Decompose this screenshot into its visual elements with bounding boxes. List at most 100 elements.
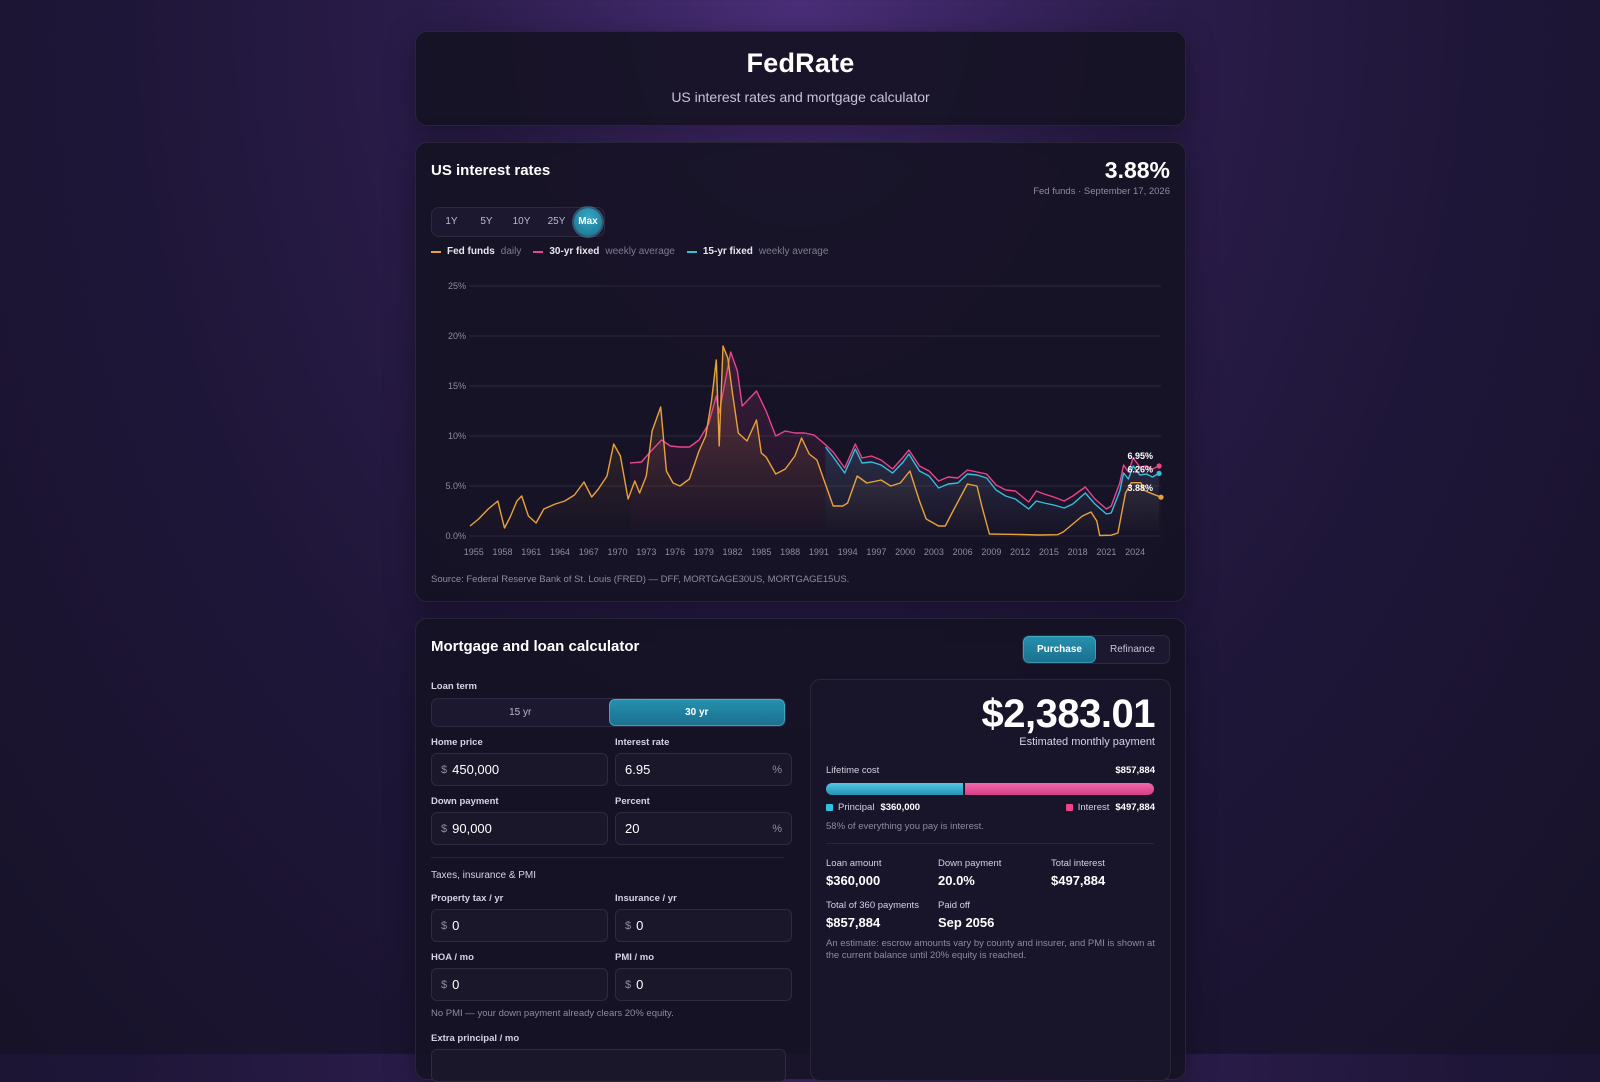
legend-swatch	[431, 250, 441, 253]
refinance-tab[interactable]: Refinance	[1109, 644, 1155, 655]
term-15yr-button[interactable]: 15 yr	[509, 707, 532, 718]
end-value-label: 6.26%	[1127, 464, 1153, 474]
currency-prefix: $	[625, 919, 632, 932]
x-tick-label: 1955	[464, 547, 484, 557]
chart-legend: Fed funds daily 30-yr fixed weekly avera…	[431, 246, 840, 257]
x-tick-label: 2015	[1039, 547, 1059, 557]
interest-swatch	[1065, 804, 1073, 811]
down-percent-value: 20	[625, 821, 640, 836]
pmi-input[interactable]: $ 0	[615, 968, 792, 1001]
down-percent-input[interactable]: 20 %	[615, 812, 792, 845]
legend-fed-funds[interactable]: Fed funds daily	[431, 246, 521, 257]
legend-note: weekly average	[758, 246, 829, 257]
down-payment-stat-label: Down payment	[938, 858, 1002, 869]
percent-suffix: %	[772, 763, 782, 776]
rates-chart[interactable]: 0.0% 5.0% 10% 15% 20% 25% 1955 1958 1961 1964 1967…	[416, 268, 1185, 568]
paid-off-value: Sep 2056	[938, 915, 995, 930]
monthly-payment-label: Estimated monthly payment	[1019, 736, 1155, 748]
currency-prefix: $	[441, 978, 448, 991]
x-tick-label: 1991	[809, 547, 829, 557]
hoa-label: HOA / mo	[431, 952, 474, 963]
percent-suffix: %	[772, 822, 782, 835]
down-payment-value: 90,000	[452, 821, 492, 836]
paid-off-label: Paid off	[938, 900, 971, 911]
x-tick-label: 2021	[1096, 547, 1116, 557]
insurance-input[interactable]: $ 0	[615, 909, 792, 942]
currency-prefix: $	[625, 978, 632, 991]
principal-segment	[826, 783, 963, 795]
x-tick-label: 2000	[895, 547, 915, 557]
x-tick-label: 1961	[521, 547, 541, 557]
mode-toggle: Purchase Refinance	[1021, 635, 1170, 664]
app-subtitle: US interest rates and mortgage calculato…	[671, 89, 930, 105]
legend-30yr[interactable]: 30-yr fixed weekly average	[533, 246, 675, 257]
interest-rate-label: Interest rate	[615, 737, 670, 748]
monthly-payment: $2,383.01	[981, 692, 1156, 736]
legend-15yr[interactable]: 15-yr fixed weekly average	[686, 246, 829, 257]
principal-value: $360,000	[880, 802, 921, 813]
lifetime-cost-row: Lifetime cost $857,884	[826, 765, 1155, 776]
x-tick-label: 1967	[579, 547, 599, 557]
x-tick-label: 1958	[493, 547, 513, 557]
property-tax-input[interactable]: $ 0	[431, 909, 608, 942]
property-tax-value: 0	[452, 918, 460, 933]
15-yr-fixed-line	[824, 446, 1160, 515]
y-tick-label: 15%	[448, 381, 466, 391]
down-payment-stat-value: 20.0%	[938, 873, 975, 888]
x-tick-label: 1973	[636, 547, 656, 557]
insurance-value: 0	[636, 918, 644, 933]
range-25y-button[interactable]: 25Y	[547, 216, 566, 227]
range-max-button[interactable]: Max	[574, 208, 602, 236]
term-30yr-button[interactable]: 30 yr	[608, 699, 785, 726]
rates-title: US interest rates	[431, 162, 551, 179]
insurance-label: Insurance / yr	[615, 893, 677, 904]
30-yr-fixed-area	[630, 352, 1160, 536]
current-rate-value: 3.88%	[1104, 157, 1170, 183]
x-tick-label: 1979	[694, 547, 714, 557]
legend-swatch	[533, 250, 544, 253]
lifetime-cost-value: $857,884	[1115, 765, 1155, 776]
interest-segment	[962, 783, 1154, 795]
divider	[431, 857, 784, 858]
x-tick-label: 2006	[953, 547, 973, 557]
chart-source: Source: Federal Reserve Bank of St. Loui…	[431, 574, 850, 585]
x-tick-label: 2024	[1125, 547, 1145, 557]
currency-prefix: $	[441, 822, 448, 835]
currency-prefix: $	[441, 919, 448, 932]
interest-rate-input[interactable]: 6.95 %	[615, 753, 792, 786]
legend-note: daily	[500, 246, 522, 257]
range-5y-button[interactable]: 5Y	[480, 216, 493, 227]
x-tick-label: 1985	[751, 547, 771, 557]
home-price-input[interactable]: $ 450,000	[431, 753, 608, 786]
legend-name: Fed funds	[447, 246, 495, 257]
range-1y-button[interactable]: 1Y	[445, 216, 458, 227]
cost-breakdown-bar	[826, 783, 1154, 795]
end-value-label: 3.88%	[1127, 483, 1153, 493]
header-card: FedRate US interest rates and mortgage c…	[415, 31, 1186, 126]
pmi-note: No PMI — your down payment already clear…	[431, 1008, 674, 1019]
pmi-label: PMI / mo	[615, 952, 655, 963]
legend-name: 30-yr fixed	[549, 246, 600, 257]
range-selector: 1Y 5Y 10Y 25Y Max	[431, 207, 605, 237]
loan-term-label: Loan term	[431, 681, 477, 692]
range-10y-button[interactable]: 10Y	[512, 216, 531, 227]
rates-card: US interest rates 3.88% Fed funds · Sept…	[415, 142, 1186, 602]
x-tick-label: 2018	[1068, 547, 1088, 557]
x-tick-label: 1994	[838, 547, 858, 557]
home-price-label: Home price	[431, 737, 483, 748]
extra-principal-label: Extra principal / mo	[431, 1033, 520, 1044]
payment-summary: $2,383.01 Estimated monthly payment Life…	[810, 679, 1171, 1081]
calculator-card: Mortgage and loan calculator Purchase Re…	[415, 618, 1186, 1082]
y-tick-label: 25%	[448, 281, 466, 291]
down-payment-input[interactable]: $ 90,000	[431, 812, 608, 845]
total-interest-label: Total interest	[1051, 858, 1105, 869]
divider	[826, 843, 1154, 844]
interest-value: $497,884	[1115, 802, 1155, 813]
hoa-input[interactable]: $ 0	[431, 968, 608, 1001]
legend-swatch	[686, 250, 697, 253]
legend-name: 15-yr fixed	[702, 246, 753, 257]
purchase-tab[interactable]: Purchase	[1022, 636, 1096, 663]
app-title: FedRate	[746, 48, 855, 78]
interest-label: Interest	[1077, 802, 1110, 813]
taxes-heading: Taxes, insurance & PMI	[431, 870, 537, 881]
